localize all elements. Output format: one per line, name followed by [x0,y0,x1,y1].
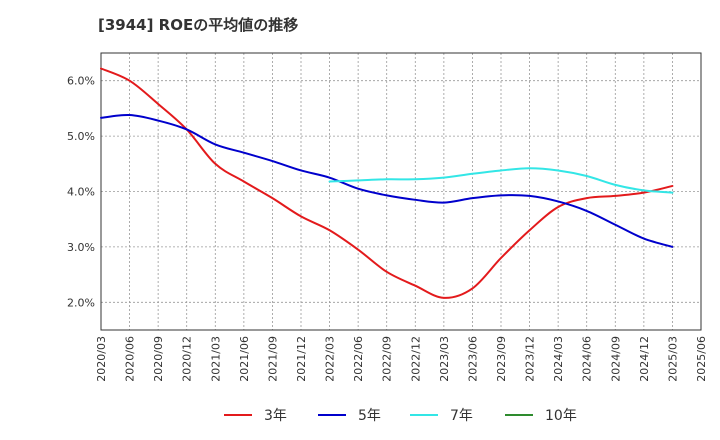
x-tick-label: 2022/09 [381,336,394,382]
x-tick-label: 2024/09 [609,336,622,382]
x-tick-label: 2022/03 [324,336,337,382]
y-tick-label: 5.0% [67,130,95,143]
x-tick-label: 2021/06 [238,336,251,382]
x-tick-label: 2023/06 [466,336,479,382]
x-tick-label: 2025/03 [666,336,679,382]
x-tick-label: 2024/03 [552,336,565,382]
plot-frame [100,52,702,331]
x-tick-label: 2024/06 [581,336,594,382]
x-tick-label: 2021/12 [295,336,308,382]
x-tick-label: 2020/03 [95,336,108,382]
x-tick-label: 2021/09 [266,336,279,382]
x-tick-label: 2023/09 [495,336,508,382]
chart-title: [3944] ROEの平均値の推移 [98,16,299,34]
x-tick-label: 2023/12 [524,336,537,382]
y-tick-label: 4.0% [67,186,95,199]
x-tick-label: 2020/06 [124,336,137,382]
x-tick-label: 2021/03 [209,336,222,382]
legend-label-4: 10年 [545,408,577,424]
series-line-1 [100,67,674,299]
legend-label-1: 3年 [264,408,287,424]
x-tick-label: 2025/06 [695,336,708,382]
legend-label-2: 5年 [358,408,381,424]
y-tick-label: 3.0% [67,241,95,254]
x-tick-label: 2024/12 [638,336,651,382]
x-tick-label: 2020/09 [152,336,165,382]
series-line-2 [100,114,674,248]
y-tick-label: 2.0% [67,296,95,309]
legend-label-3: 7年 [450,408,473,424]
y-tick-label: 6.0% [67,75,95,88]
series-line-3 [328,167,674,194]
x-tick-label: 2022/06 [352,336,365,382]
x-tick-label: 2023/03 [438,336,451,382]
x-tick-label: 2022/12 [409,336,422,382]
x-tick-label: 2020/12 [181,336,194,382]
